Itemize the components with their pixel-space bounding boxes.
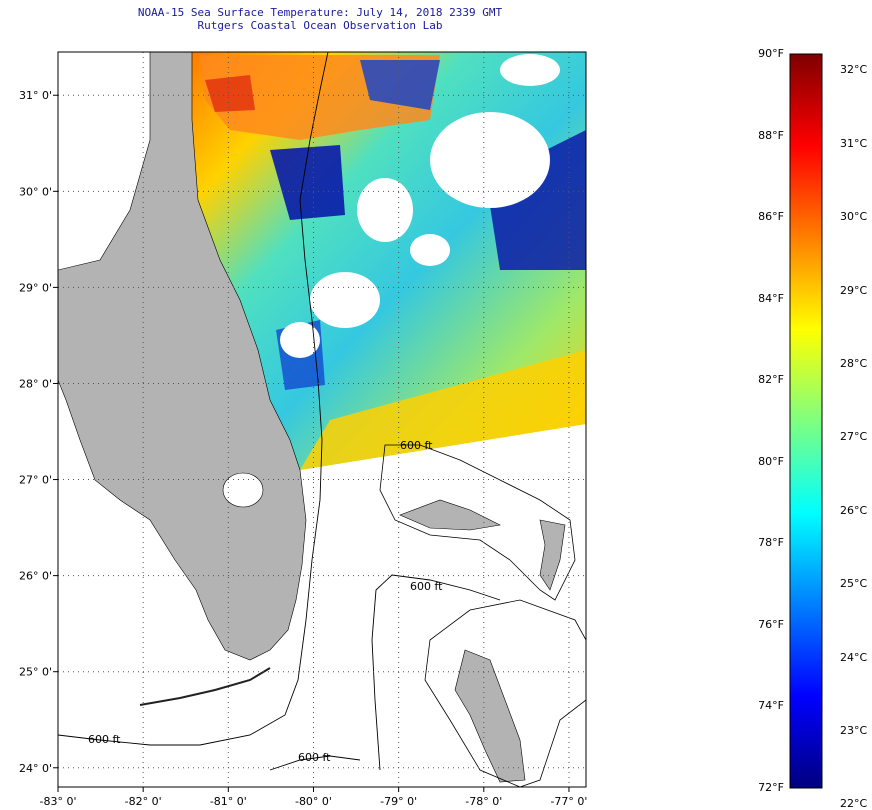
sst-cold-patch	[270, 145, 345, 220]
fahrenheit-label: 72°F	[758, 781, 784, 794]
fahrenheit-label: 88°F	[758, 128, 784, 142]
longitude-label: -78° 0'	[465, 795, 502, 808]
celsius-label: 23°C	[840, 723, 868, 737]
abaco-land	[539, 519, 566, 591]
latitude-label: 30° 0'	[19, 185, 52, 198]
cloud-mask	[500, 54, 560, 86]
longitude-label: -77° 0'	[550, 795, 587, 808]
lake-okeechobee	[222, 472, 264, 508]
celsius-label: 31°C	[840, 136, 868, 150]
longitude-label: -81° 0'	[210, 795, 247, 808]
map-title: NOAA-15 Sea Surface Temperature: July 14…	[137, 6, 503, 19]
latitude-label: 25° 0'	[19, 666, 52, 679]
andros-land	[454, 649, 526, 783]
latitude-label: 28° 0'	[19, 377, 52, 390]
isobath-600ft	[371, 574, 501, 771]
celsius-label: 28°C	[840, 356, 868, 370]
map-subtitle: Rutgers Coastal Ocean Observation Lab	[197, 19, 443, 32]
isobath-label: 600 ft	[88, 733, 121, 746]
longitude-label: -83° 0'	[40, 795, 77, 808]
cloud-mask	[357, 178, 413, 242]
gulf-water	[58, 52, 150, 270]
celsius-label: 29°C	[840, 283, 868, 297]
isobath-600ft	[269, 755, 361, 771]
isobath-label: 600 ft	[400, 439, 433, 452]
celsius-label: 26°C	[840, 503, 868, 517]
longitude-label: -79° 0'	[380, 795, 417, 808]
grand-bahama-land	[399, 499, 501, 531]
longitude-label: -82° 0'	[125, 795, 162, 808]
isobath-label: 600 ft	[410, 580, 443, 593]
celsius-label: 27°C	[840, 430, 868, 444]
celsius-label: 30°C	[840, 210, 868, 224]
latitude-label: 24° 0'	[19, 762, 52, 775]
great-bahama-bank	[424, 599, 586, 787]
lat-lon-grid: -83° 0' -82° 0' -81° 0' -80° 0' -79° 0' -78° …	[19, 52, 587, 808]
colorbar-gradient	[789, 53, 823, 789]
cloud-mask	[310, 272, 380, 328]
fahrenheit-label: 74°F	[758, 699, 784, 713]
sst-hot-spot	[205, 75, 255, 112]
latitude-label: 27° 0'	[19, 474, 52, 487]
longitude-label: -80° 0'	[295, 795, 332, 808]
cloud-mask	[430, 112, 550, 208]
fahrenheit-label: 90°F	[758, 47, 784, 60]
celsius-label: 22°C	[840, 797, 868, 810]
fahrenheit-label: 82°F	[758, 373, 784, 387]
isobath-600ft	[58, 52, 329, 746]
celsius-label: 24°C	[840, 650, 868, 664]
cloud-mask	[410, 234, 450, 266]
isobath-label: 600 ft	[298, 751, 331, 764]
celsius-label: 25°C	[840, 577, 868, 591]
gulf-coast	[58, 52, 151, 271]
celsius-label: 32°C	[840, 63, 868, 77]
sst-warm-band-south	[300, 350, 586, 470]
map-frame	[57, 51, 587, 788]
florida-keys	[139, 667, 271, 706]
fahrenheit-label: 86°F	[758, 210, 784, 224]
cloud-mask	[280, 322, 320, 358]
fahrenheit-label: 76°F	[758, 617, 784, 631]
latitude-label: 29° 0'	[19, 281, 52, 294]
sst-cold-patch	[486, 130, 586, 270]
latitude-label: 26° 0'	[19, 570, 52, 583]
fahrenheit-label: 78°F	[758, 536, 784, 550]
little-bahama-bank	[379, 444, 576, 601]
fahrenheit-label: 84°F	[758, 291, 784, 305]
sst-cold-patch	[360, 60, 440, 110]
latitude-label: 31° 0'	[19, 89, 52, 102]
fahrenheit-label: 80°F	[758, 454, 784, 468]
